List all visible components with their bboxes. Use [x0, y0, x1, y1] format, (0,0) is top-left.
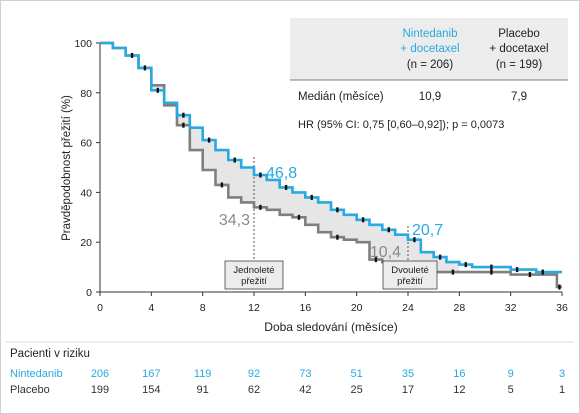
placebo-censor-mark	[297, 214, 301, 220]
x-tick-label: 8	[200, 302, 206, 314]
risk-value: 12	[453, 384, 465, 396]
median-nintedanib: 10,9	[419, 91, 441, 103]
nintedanib-censor-mark	[490, 264, 493, 270]
x-tick-label: 0	[97, 302, 103, 314]
stats-table: Nintedanib + docetaxel (n = 206) Placebo…	[290, 18, 568, 131]
x-tick-label: 20	[351, 302, 363, 314]
x-tick-label: 28	[453, 302, 465, 314]
y-tick-label: 60	[80, 138, 92, 150]
x-tick-label: 4	[148, 302, 154, 314]
risk-value: 1	[559, 384, 565, 396]
placebo-censor-mark	[558, 284, 561, 290]
nintedanib-censor-mark	[464, 262, 467, 268]
nintedanib-censor-mark	[541, 269, 544, 275]
nintedanib-censor-mark	[336, 207, 339, 213]
stats-col2-line3: (n = 199)	[496, 59, 543, 71]
risk-table: Pacienti v riziku Nintedanib Placebo 206…	[6, 341, 574, 396]
y-tick-label: 0	[86, 287, 92, 299]
nintedanib-censor-mark	[310, 194, 313, 200]
risk-value: 154	[142, 384, 160, 396]
risk-value: 167	[142, 368, 160, 380]
x-tick-label: 12	[248, 302, 260, 314]
risk-value: 92	[248, 368, 260, 380]
placebo-censor-mark	[182, 122, 185, 128]
placebo-censor-mark	[451, 269, 455, 275]
nintedanib-2yr-value: 20,7	[412, 222, 443, 239]
nintedanib-curve	[100, 41, 562, 274]
two-year-box-line2: přežití	[397, 276, 423, 287]
y-axis-label: Pravděpodobnost přežití (%)	[61, 95, 73, 241]
stats-col2-line1: Placebo	[498, 28, 540, 40]
risk-value: 62	[248, 384, 260, 396]
placebo-censor-mark	[220, 182, 224, 188]
nintedanib-censor-mark	[130, 52, 134, 58]
y-tick-label: 80	[80, 88, 92, 100]
stats-col1-line3: (n = 206)	[407, 59, 454, 71]
nintedanib-censor-mark	[284, 184, 288, 190]
one-year-box-line1: Jednoleté	[233, 265, 274, 276]
nintedanib-censor-mark	[259, 172, 262, 178]
x-tick-label: 36	[556, 302, 568, 314]
placebo-curve	[100, 41, 562, 289]
nintedanib-censor-mark	[515, 267, 519, 273]
risk-value: 119	[194, 368, 212, 380]
y-tick-label: 20	[80, 237, 92, 249]
nintedanib-censor-mark	[207, 137, 211, 143]
risk-value: 16	[453, 368, 465, 380]
y-tick-label: 100	[74, 38, 92, 50]
median-placebo: 7,9	[511, 91, 527, 103]
nintedanib-censor-mark	[387, 227, 390, 233]
risk-value: 73	[299, 368, 311, 380]
two-year-box-line1: Dvouleté	[391, 265, 429, 276]
risk-value: 206	[91, 368, 109, 380]
placebo-censor-mark	[143, 65, 147, 71]
hazard-ratio-text: HR (95% CI: 0,75 [0,60–0,92]); p = 0,007…	[298, 119, 504, 131]
x-ticks: 0 4 8 12 16 20 24 28 32 36	[97, 292, 568, 314]
x-tick-label: 16	[299, 302, 311, 314]
median-label: Medián (měsíce)	[298, 91, 384, 103]
risk-value: 25	[351, 384, 363, 396]
y-tick-label: 40	[80, 187, 92, 199]
risk-value: 35	[402, 368, 414, 380]
x-tick-label: 32	[505, 302, 517, 314]
y-ticks: 0 20 40 60 80 100	[74, 38, 100, 299]
risk-value: 9	[508, 368, 514, 380]
censor-marks	[130, 52, 561, 290]
risk-value: 199	[91, 384, 109, 396]
risk-value: 91	[197, 384, 209, 396]
placebo-censor-mark	[336, 234, 339, 240]
stats-col2-line2: + docetaxel	[489, 43, 548, 55]
stats-col1-line2: + docetaxel	[400, 43, 459, 55]
nintedanib-censor-mark	[156, 87, 159, 93]
nintedanib-1yr-value: 46,8	[266, 165, 297, 182]
risk-value: 17	[402, 384, 414, 396]
x-axis-label: Doba sledování (měsíce)	[264, 320, 397, 334]
one-year-box-line2: přežití	[241, 276, 267, 287]
placebo-censor-mark	[374, 257, 378, 263]
nintedanib-censor-mark	[182, 112, 185, 118]
risk-row-label-nintedanib: Nintedanib	[10, 368, 63, 380]
placebo-censor-mark	[259, 204, 262, 210]
nintedanib-censor-mark	[413, 237, 416, 243]
x-tick-label: 24	[402, 302, 414, 314]
two-year-survival-box: Dvouleté přežití	[382, 260, 438, 290]
nintedanib-censor-mark	[438, 254, 442, 260]
placebo-1yr-value: 34,3	[219, 212, 250, 229]
risk-row-label-placebo: Placebo	[10, 384, 50, 396]
risk-value: 51	[351, 368, 363, 380]
nintedanib-censor-mark	[361, 217, 365, 223]
placebo-censor-mark	[490, 269, 493, 275]
risk-value: 5	[508, 384, 514, 396]
risk-table-title: Pacienti v riziku	[10, 348, 90, 360]
stats-table-header-bg	[290, 18, 568, 80]
risk-value: 3	[559, 368, 565, 380]
stats-col1-line1: Nintedanib	[403, 28, 458, 40]
placebo-censor-mark	[528, 272, 532, 278]
one-year-survival-box: Jednoleté přežití	[224, 260, 284, 290]
nintedanib-censor-mark	[233, 157, 236, 163]
risk-value: 42	[299, 384, 311, 396]
placebo-2yr-value: 10,4	[370, 244, 401, 261]
